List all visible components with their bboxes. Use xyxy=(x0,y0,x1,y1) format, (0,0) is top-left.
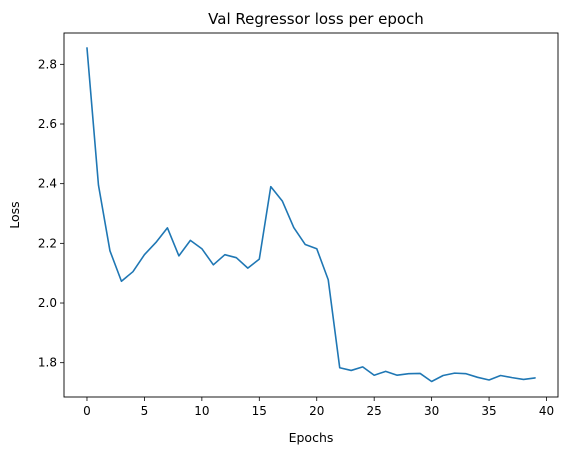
x-axis-label: Epochs xyxy=(289,430,334,445)
x-tick-label: 15 xyxy=(252,404,267,418)
y-axis: 1.8 2.0 2.2 2.4 2.6 2.8 xyxy=(38,57,64,370)
y-tick-label: 2.6 xyxy=(38,117,57,131)
x-tick-label: 25 xyxy=(367,404,382,418)
plot-frame xyxy=(63,32,559,398)
x-tick-label: 0 xyxy=(83,404,91,418)
plot-area xyxy=(86,47,536,383)
y-tick-label: 2.2 xyxy=(38,236,57,250)
x-axis: 0 5 10 15 20 25 30 35 40 xyxy=(83,397,554,418)
series-line-0 xyxy=(86,47,536,383)
y-tick-label: 2.0 xyxy=(38,296,57,310)
x-tick-label: 10 xyxy=(194,404,209,418)
y-tick-label: 1.8 xyxy=(38,356,57,370)
x-tick-label: 5 xyxy=(141,404,149,418)
y-axis-label: Loss xyxy=(7,201,22,228)
x-tick-label: 30 xyxy=(424,404,439,418)
chart-title: Val Regressor loss per epoch xyxy=(208,10,424,28)
x-tick-label: 40 xyxy=(539,404,554,418)
y-tick-label: 2.4 xyxy=(38,177,57,191)
y-tick-label: 2.8 xyxy=(38,57,57,71)
x-tick-label: 20 xyxy=(309,404,324,418)
x-tick-label: 35 xyxy=(481,404,496,418)
